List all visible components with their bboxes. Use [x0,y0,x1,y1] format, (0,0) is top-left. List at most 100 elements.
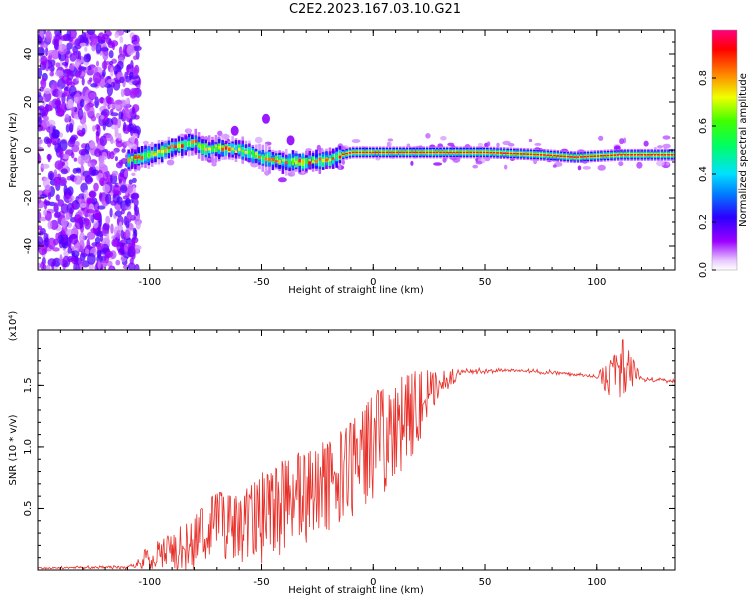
heatmap-cell [502,152,506,154]
heatmap-cell [90,33,98,46]
heatmap-cell [55,194,60,202]
heatmap-cell [121,148,126,153]
heatmap-cell [118,111,123,120]
heatmap-cell [144,154,147,158]
heatmap-cell [657,145,663,149]
heatmap-cell [442,157,447,163]
heatmap-cell [96,254,103,264]
heatmap-cell [123,113,131,121]
heatmap-cell [603,154,607,157]
heatmap-cell [110,81,115,88]
heatmap-cell [382,151,385,154]
heatmap-cell [167,147,171,153]
heatmap-cell [479,151,482,154]
heatmap-cell [174,145,177,149]
heatmap-cell [231,147,234,151]
heatmap-cell [63,184,68,196]
heatmap-cell [93,182,99,192]
heatmap-cell [298,158,301,163]
heatmap-cell [38,152,41,164]
heatmap-cell [445,151,449,154]
heatmap-cell [462,151,466,154]
heatmap-cell [230,125,239,136]
heatmap-cell [666,161,670,166]
heatmap-cell [65,212,71,220]
heatmap-cell [616,154,620,156]
heatmap-cell [74,141,80,147]
heatmap-cell [630,154,633,156]
heatmap-cell [53,39,59,50]
heatmap-cell [130,156,134,159]
heatmap-cell [74,242,80,251]
heatmap-cell [47,138,53,144]
heatmap-cell [352,151,355,154]
heatmap-cell [254,136,263,144]
heatmap-cell [261,156,265,160]
heatmap-cell [40,43,49,48]
heatmap-cell [96,242,104,251]
heatmap-cell [157,149,161,153]
y-tick-label: 1.5 [23,377,34,393]
heatmap-cell [97,260,101,270]
heatmap-cell [87,253,96,265]
heatmap-cell [101,151,108,160]
heatmap-cell [295,161,298,165]
chart-title: C2E2.2023.167.03.10.G21 [288,2,462,17]
heatmap-cell [79,232,85,244]
heatmap-cell [102,184,111,193]
heatmap-cell [130,157,134,162]
heatmap-cell [131,106,136,115]
heatmap-cell [97,205,106,210]
heatmap-cell [656,160,665,167]
heatmap-cell [590,155,593,158]
colorbar-ticks: 0.0 0.2 0.4 0.6 0.8 [698,70,716,278]
heatmap-cell [96,60,99,67]
heatmap-cell [78,64,82,76]
heatmap-cell [126,185,133,194]
heatmap-cell [472,151,476,154]
heatmap-cell [99,217,102,227]
heatmap-cell [94,148,102,157]
heatmap-cell [372,151,375,154]
heatmap-cell [177,144,181,148]
heatmap-cell [41,120,50,128]
heatmap-cell [68,123,74,133]
heatmap-cell [118,172,123,183]
heatmap-cell [442,151,446,154]
heatmap-cell [114,210,123,217]
heatmap-cell [204,148,208,151]
heatmap-cell [52,247,60,252]
heatmap-cell [110,137,114,144]
heatmap-cell [100,115,105,120]
heatmap-cell [104,118,114,128]
heatmap-cell [135,220,141,230]
heatmap-cell [70,233,79,245]
heatmap-cell [95,212,101,221]
heatmap-cell [118,132,122,142]
heatmap-cell [112,184,121,195]
heatmap-cell [160,150,164,153]
heatmap-cell [53,169,58,178]
heatmap-cell [60,103,65,111]
heatmap-cell [120,209,125,215]
heatmap-cell [610,154,613,157]
heatmap-cell [43,209,48,216]
heatmap-cell [228,147,231,152]
heatmap-cell [534,142,542,146]
heatmap-cell [526,153,529,155]
heatmap-cell [640,154,643,156]
heatmap-cell [103,98,107,110]
heatmap-cell [123,87,131,97]
heatmap-cell [115,259,121,266]
spectrogram-x-ticks: -100 -50 0 50 100 [59,30,665,288]
heatmap-cell [81,77,85,86]
snr-x-ticks: -100 -50 0 50 100 [59,330,665,588]
heatmap-cell [53,178,60,187]
heatmap-cell [351,139,361,143]
heatmap-cell [66,70,74,81]
heatmap-cell [77,129,85,137]
heatmap-cell [134,155,137,159]
heatmap-cell [528,138,533,143]
heatmap-cell [593,155,596,157]
heatmap-cell [580,156,583,158]
